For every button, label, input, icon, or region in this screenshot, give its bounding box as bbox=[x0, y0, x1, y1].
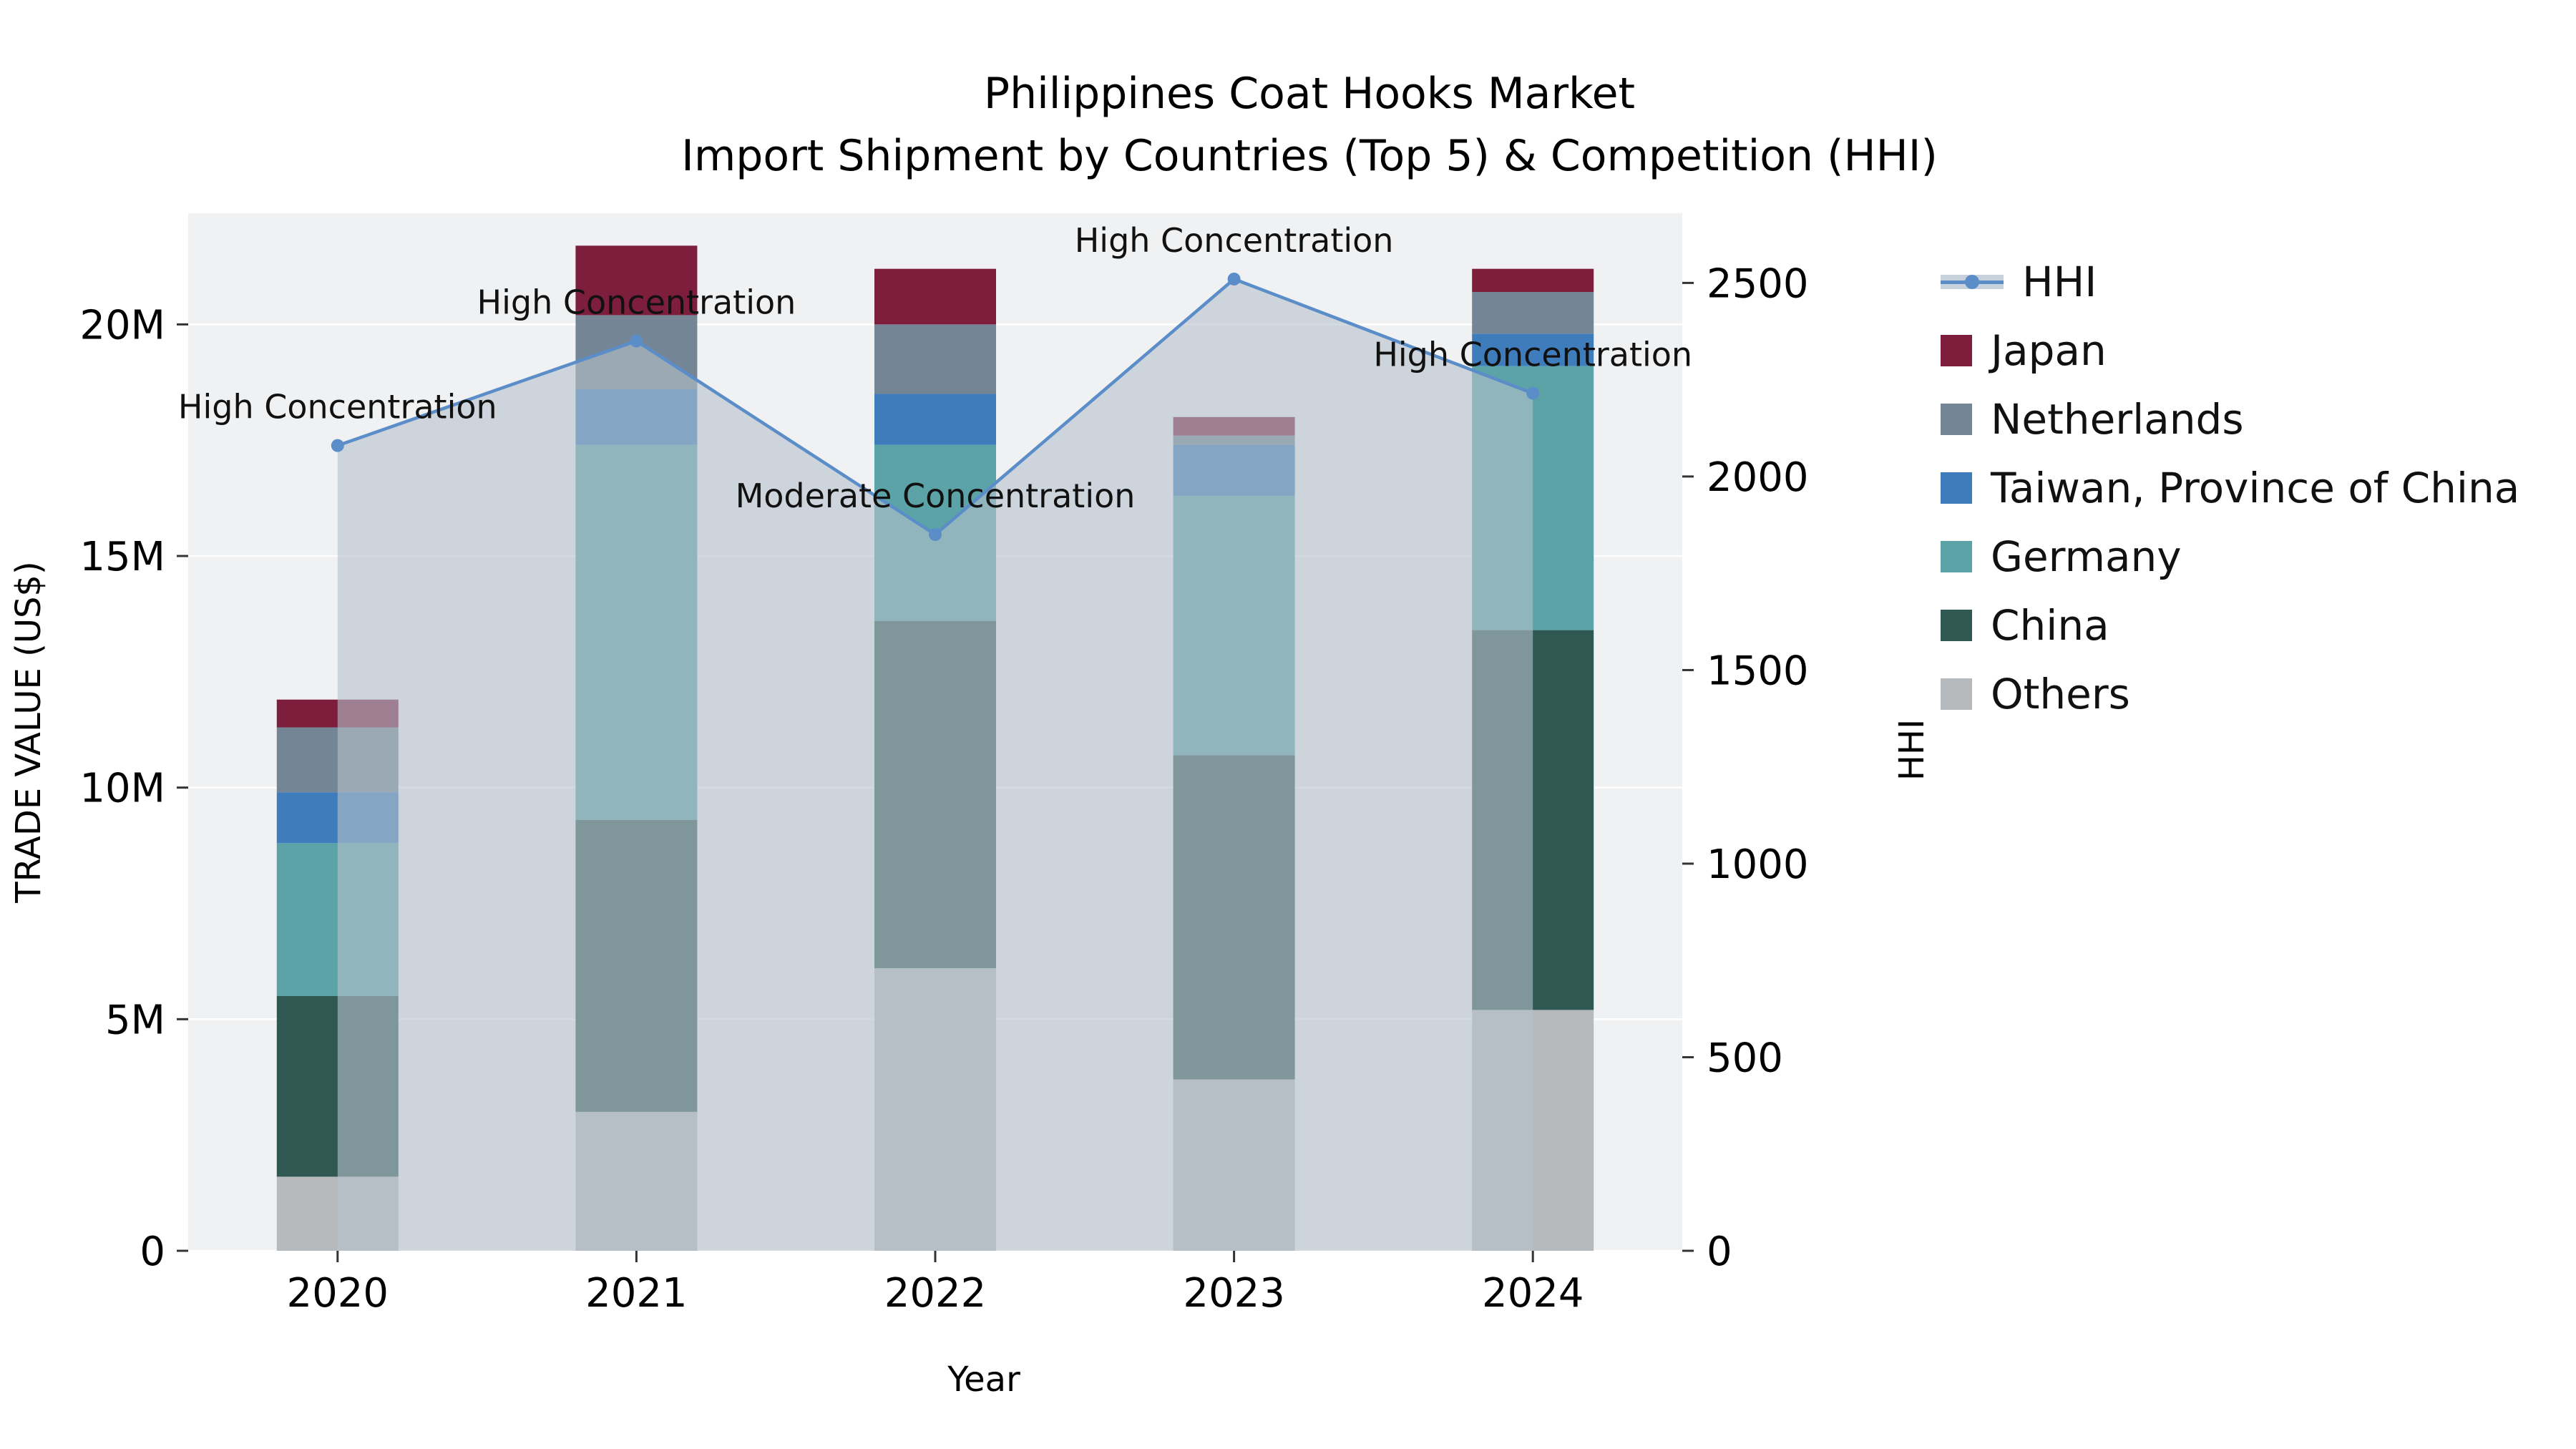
legend-color-swatch-icon bbox=[1941, 472, 1972, 504]
svg-text:2000: 2000 bbox=[1707, 454, 1809, 501]
legend-item-germany: Germany bbox=[1941, 522, 2519, 591]
svg-text:10M: 10M bbox=[79, 766, 165, 812]
legend-color-swatch-icon bbox=[1941, 404, 1972, 435]
svg-text:Moderate Concentration: Moderate Concentration bbox=[736, 477, 1136, 515]
svg-text:0: 0 bbox=[1707, 1229, 1732, 1275]
svg-text:2022: 2022 bbox=[884, 1270, 987, 1317]
legend-label: China bbox=[1991, 601, 2109, 650]
svg-text:High Concentration: High Concentration bbox=[477, 283, 796, 322]
svg-text:High Concentration: High Concentration bbox=[178, 388, 497, 426]
svg-text:500: 500 bbox=[1707, 1035, 1783, 1081]
legend-label: Netherlands bbox=[1991, 395, 2244, 444]
svg-text:20M: 20M bbox=[79, 302, 165, 348]
legend-line-marker-icon bbox=[1941, 266, 2004, 298]
chart-title-block: Philippines Coat Hooks Market Import Shi… bbox=[43, 63, 2576, 187]
legend-color-swatch-icon bbox=[1941, 610, 1972, 641]
legend-label: Japan bbox=[1991, 326, 2107, 375]
svg-text:2021: 2021 bbox=[585, 1270, 688, 1317]
legend-color-swatch-icon bbox=[1941, 335, 1972, 366]
legend-item-china: China bbox=[1941, 591, 2519, 660]
legend-item-taiwan-province-of-china: Taiwan, Province of China bbox=[1941, 454, 2519, 522]
y-axis-label-left: TRADE VALUE (US$) bbox=[9, 561, 49, 903]
legend-color-swatch-icon bbox=[1941, 541, 1972, 572]
svg-text:1000: 1000 bbox=[1707, 841, 1809, 888]
svg-text:High Concentration: High Concentration bbox=[1075, 221, 1394, 260]
legend-item-hhi: HHI bbox=[1941, 248, 2519, 316]
x-axis-label: Year bbox=[947, 1360, 1020, 1400]
svg-text:2024: 2024 bbox=[1482, 1270, 1584, 1317]
legend-item-netherlands: Netherlands bbox=[1941, 385, 2519, 454]
chart-legend: HHI Japan Netherlands Taiwan, Province of C… bbox=[1941, 248, 2519, 728]
svg-text:0: 0 bbox=[140, 1229, 165, 1275]
y-axis-label-right: HHI bbox=[1892, 718, 1932, 781]
svg-text:2023: 2023 bbox=[1183, 1270, 1285, 1317]
svg-text:2020: 2020 bbox=[287, 1270, 389, 1317]
legend-item-japan: Japan bbox=[1941, 316, 2519, 385]
chart-subtitle: Import Shipment by Countries (Top 5) & C… bbox=[681, 131, 1938, 181]
legend-item-others: Others bbox=[1941, 660, 2519, 728]
legend-label: HHI bbox=[2022, 258, 2097, 306]
chart-title: Philippines Coat Hooks Market bbox=[983, 69, 1636, 119]
svg-text:1500: 1500 bbox=[1707, 648, 1809, 694]
svg-text:15M: 15M bbox=[79, 534, 165, 580]
legend-label: Others bbox=[1991, 670, 2130, 718]
svg-text:High Concentration: High Concentration bbox=[1373, 336, 1692, 374]
legend-color-swatch-icon bbox=[1941, 678, 1972, 710]
svg-text:5M: 5M bbox=[105, 997, 165, 1043]
legend-label: Germany bbox=[1991, 532, 2182, 581]
legend-label: Taiwan, Province of China bbox=[1991, 464, 2520, 512]
svg-text:2500: 2500 bbox=[1707, 260, 1809, 307]
